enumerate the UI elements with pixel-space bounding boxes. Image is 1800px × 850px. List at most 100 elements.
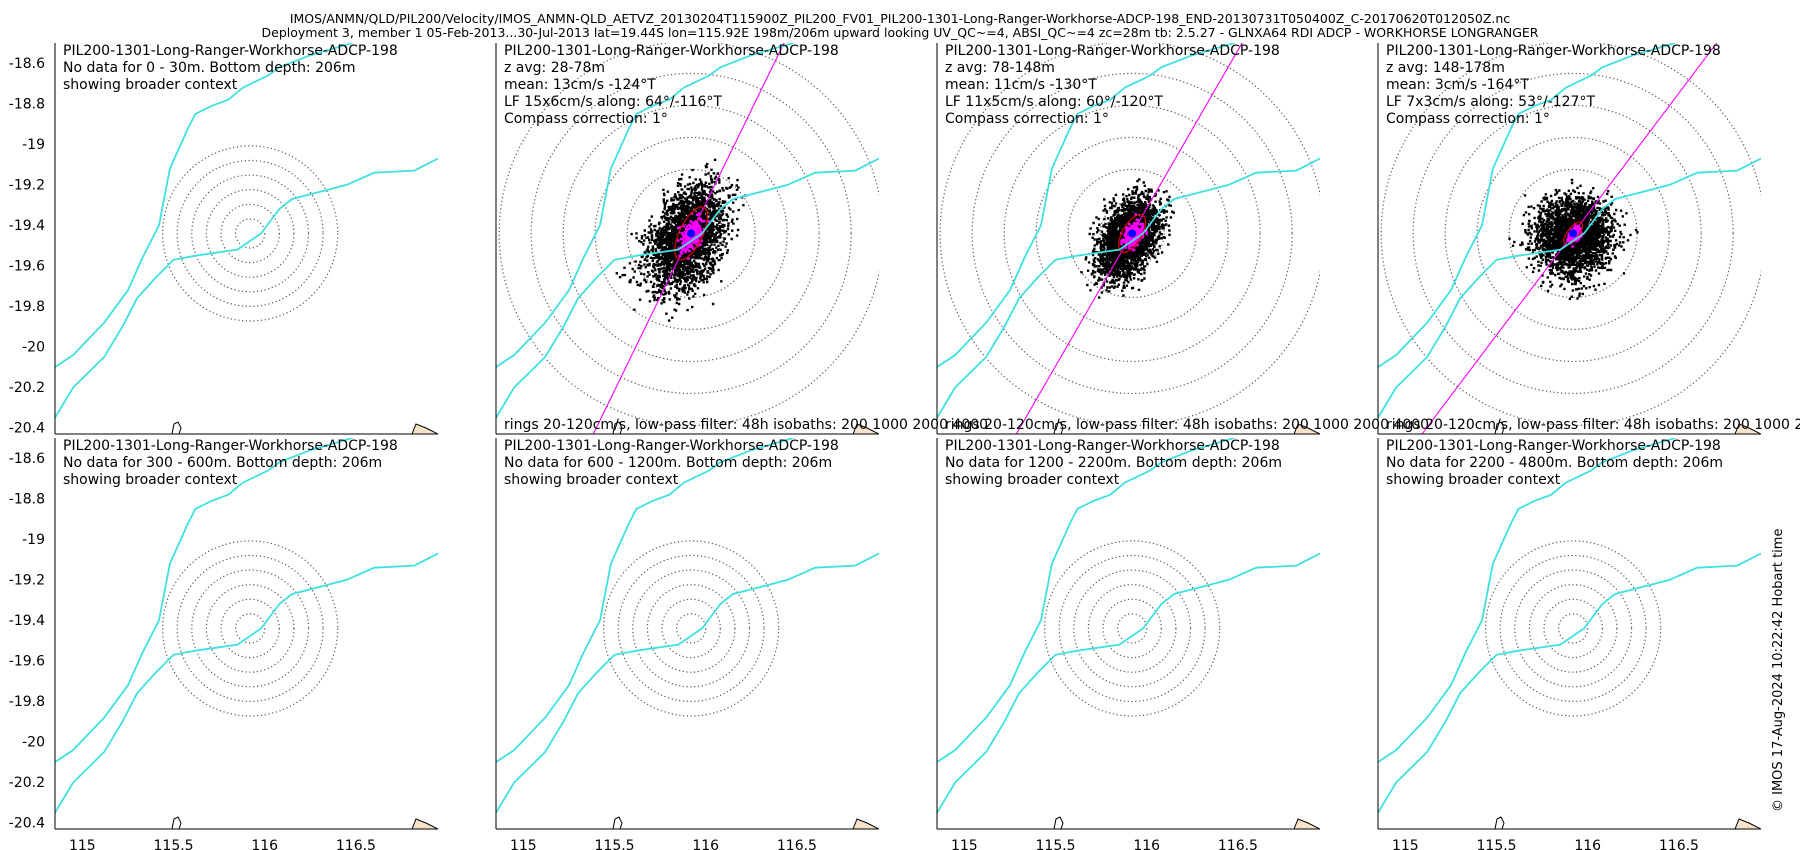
context-ring: [1528, 584, 1618, 673]
panel-title: PIL200-1301-Long-Ranger-Workhorse-ADCP-1…: [1386, 438, 1721, 454]
panel-annotation-line: Compass correction: 1°: [1386, 111, 1550, 127]
y-tick-label: -19.6: [9, 653, 45, 669]
x-tick-label: 115.5: [154, 838, 194, 850]
context-ring: [1087, 584, 1177, 673]
context-ring: [176, 554, 324, 702]
isobath-line-outer: [496, 43, 794, 368]
context-ring: [234, 218, 266, 249]
x-tick-label: 115: [1392, 838, 1419, 850]
y-tick-label: -19: [22, 532, 45, 548]
panel-annotation-line: LF 7x3cm/s along: 53°/-127°T: [1386, 94, 1595, 110]
panel-annotation-line: No data for 0 - 30m. Bottom depth: 206m: [63, 60, 355, 76]
context-ring: [632, 569, 751, 688]
context-ring: [1543, 598, 1603, 659]
panel-annotation-line: LF 15x6cm/s along: 64°/-116°T: [504, 94, 722, 110]
context-ring: [1073, 569, 1192, 688]
variance-ellipse: [1118, 213, 1147, 253]
mean-velocity-mark: [1128, 229, 1137, 238]
panel-annotation-line: No data for 600 - 1200m. Bottom depth: 2…: [504, 455, 832, 471]
panel-p4: PIL200-1301-Long-Ranger-Workhorse-ADCP-1…: [1377, 43, 1800, 435]
isobath-line-outer: [937, 438, 1235, 763]
context-ring: [1102, 598, 1162, 659]
plot-area-p1: [55, 43, 438, 434]
context-ring: [220, 203, 280, 264]
panel-annotation-line: z avg: 78-148m: [945, 60, 1055, 76]
isobath-line-inner: [937, 157, 1320, 419]
panel-title: PIL200-1301-Long-Ranger-Workhorse-ADCP-1…: [1386, 43, 1721, 59]
isobath-line-inner: [1378, 552, 1761, 814]
isobath-line-outer: [55, 43, 353, 368]
island-outline: [1734, 818, 1761, 829]
plot-area-p4: [1378, 43, 1761, 434]
speed-ring: [530, 72, 852, 395]
y-tick-label: -18.6: [9, 451, 45, 467]
y-tick-label: -20: [22, 734, 45, 750]
isobath-line-inner: [55, 157, 438, 419]
context-ring: [191, 174, 310, 293]
panel-footer-note: rings 20-120cm/s, low-pass filter: 48h i…: [1386, 417, 1800, 433]
speed-ring: [626, 168, 756, 299]
panel-annotation-line: showing broader context: [63, 472, 238, 488]
y-tick-label: -19.8: [9, 694, 45, 710]
context-ring: [191, 569, 310, 688]
deployment-info-title: Deployment 3, member 1 05-Feb-2013...30-…: [261, 25, 1539, 40]
mean-velocity-mark: [687, 229, 696, 238]
y-tick-label: -18.8: [9, 491, 45, 507]
plot-area-p5: [55, 438, 438, 829]
context-ring: [1557, 613, 1589, 644]
isobath-line-inner: [1378, 157, 1761, 419]
isobath-line-outer: [1378, 438, 1676, 763]
island-outline: [411, 423, 438, 434]
panel-title: PIL200-1301-Long-Ranger-Workhorse-ADCP-1…: [63, 43, 398, 59]
panel-annotation-line: showing broader context: [1386, 472, 1561, 488]
y-tick-label: -19.8: [9, 299, 45, 315]
panel-annotation-line: z avg: 28-78m: [504, 60, 605, 76]
context-ring: [1514, 569, 1633, 688]
speed-ring: [1412, 72, 1734, 395]
speed-ring: [971, 72, 1293, 395]
copyright-credit: © IMOS 17-Aug-2024 10:22:42 Hobart time: [1771, 528, 1786, 812]
island-outline: [612, 421, 623, 434]
plot-area-p2: [496, 43, 879, 434]
panel-p3: PIL200-1301-Long-Ranger-Workhorse-ADCP-1…: [936, 43, 1429, 435]
panel-title: PIL200-1301-Long-Ranger-Workhorse-ADCP-1…: [504, 43, 839, 59]
context-ring: [220, 598, 280, 659]
island-outline: [171, 421, 182, 434]
context-ring: [1499, 554, 1647, 702]
island-outline: [852, 423, 879, 434]
panel-p7: 115 115.5 116 116.5 PIL200-1301-Long-Ranger-…: [936, 438, 1320, 850]
context-ring: [176, 159, 324, 307]
island-outline: [1053, 421, 1064, 434]
context-ring: [1058, 554, 1206, 702]
panel-annotation-line: z avg: 148-178m: [1386, 60, 1505, 76]
panel-title: PIL200-1301-Long-Ranger-Workhorse-ADCP-1…: [504, 438, 839, 454]
island-outline: [1494, 816, 1505, 829]
island-outline: [1734, 423, 1761, 434]
y-tick-label: -19.2: [9, 177, 45, 193]
y-tick-label: -20: [22, 339, 45, 355]
panel-p2: PIL200-1301-Long-Ranger-Workhorse-ADCP-1…: [495, 43, 988, 435]
y-tick-label: -18.6: [9, 56, 45, 72]
panel-p1: -18.6 -18.8 -19 -19.2 -19.4 -19.6 -19.8 -20 -20.…: [9, 43, 438, 436]
panel-annotation-line: mean: 13cm/s -124°T: [504, 77, 656, 93]
x-tick-label: 115.5: [595, 838, 635, 850]
panel-title: PIL200-1301-Long-Ranger-Workhorse-ADCP-1…: [945, 438, 1280, 454]
isobath-line-inner: [496, 552, 879, 814]
isobath-line-inner: [55, 552, 438, 814]
context-ring: [162, 540, 339, 717]
y-tick-label: -20.4: [9, 815, 45, 831]
context-ring: [234, 613, 266, 644]
panel-annotation-line: LF 11x5cm/s along: 60°/-120°T: [945, 94, 1163, 110]
context-ring: [1116, 613, 1148, 644]
context-ring: [1044, 540, 1221, 717]
panel-p8: 115 115.5 116 116.5 PIL200-1301-Long-Ranger-…: [1377, 438, 1761, 850]
panel-title: PIL200-1301-Long-Ranger-Workhorse-ADCP-1…: [63, 438, 398, 454]
y-tick-label: -19.6: [9, 258, 45, 274]
panel-footer-note: rings 20-120cm/s, low-pass filter: 48h i…: [945, 417, 1429, 433]
isobath-line-outer: [937, 43, 1235, 368]
x-tick-label: 115: [951, 838, 978, 850]
speed-ring: [1099, 200, 1165, 267]
speed-ring: [1508, 168, 1638, 299]
context-ring: [162, 145, 339, 322]
